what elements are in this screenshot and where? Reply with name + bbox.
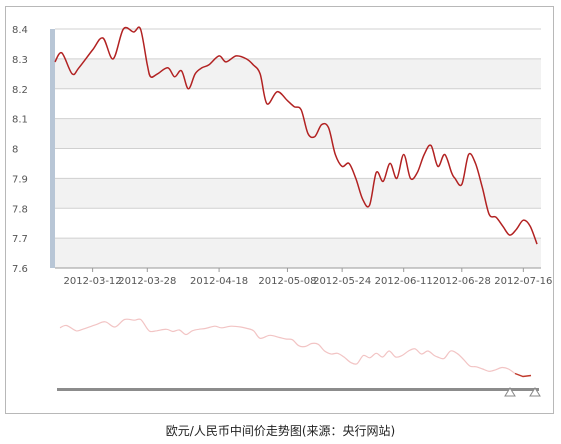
navigator-series-line	[59, 318, 516, 375]
x-tick-label: 2012-03-28	[118, 276, 176, 287]
y-tick-label: 7.6	[12, 264, 28, 275]
x-tick-label: 2012-06-28	[433, 276, 491, 287]
grid-band	[55, 178, 541, 209]
y-tick-label: 7.7	[12, 234, 28, 245]
x-tick-label: 2012-03-12	[64, 276, 122, 287]
y-tick-label: 8.4	[12, 25, 28, 36]
navigator-right-handle[interactable]	[529, 387, 541, 397]
y-tick-label: 8.1	[12, 115, 28, 126]
y-tick-label: 7.8	[12, 204, 28, 215]
grid-band	[55, 238, 541, 268]
navigator-left-handle[interactable]	[504, 387, 516, 397]
y-tick-label: 7.9	[12, 174, 28, 185]
x-tick-label: 2012-06-11	[375, 276, 433, 287]
navigator-scrollbar[interactable]	[57, 388, 539, 391]
x-tick-label: 2012-04-18	[190, 276, 248, 287]
navigator-area	[55, 296, 541, 388]
chart-caption: 欧元/人民币中间价走势图(来源：央行网站)	[165, 424, 396, 438]
grid-band	[55, 58, 541, 89]
y-tick-label: 8.2	[12, 85, 28, 96]
y-axis-bar	[50, 29, 55, 268]
x-tick-label: 2012-05-08	[258, 276, 316, 287]
x-tick-label: 2012-05-24	[313, 276, 371, 287]
x-tick-label: 2012-07-16	[494, 276, 552, 287]
grid-band	[55, 118, 541, 149]
y-tick-label: 8	[12, 145, 18, 156]
navigator-selected-line	[514, 372, 532, 378]
series-line	[54, 26, 538, 245]
y-tick-label: 8.3	[12, 55, 28, 66]
